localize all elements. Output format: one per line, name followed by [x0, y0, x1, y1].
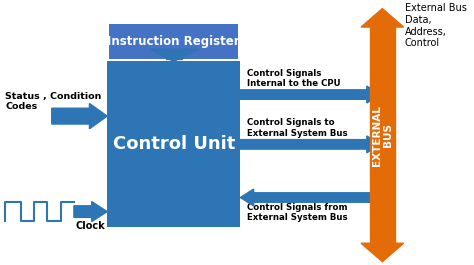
Text: Control Unit: Control Unit: [113, 135, 235, 153]
Text: External Bus
Data,
Address,
Control: External Bus Data, Address, Control: [404, 3, 466, 48]
Text: Status , Condition
Codes: Status , Condition Codes: [5, 92, 101, 111]
Text: EXTERNAL
BUS: EXTERNAL BUS: [372, 105, 393, 166]
Polygon shape: [240, 86, 380, 103]
Polygon shape: [240, 189, 380, 206]
Polygon shape: [361, 8, 404, 27]
Text: Instruction Register: Instruction Register: [108, 35, 240, 48]
Polygon shape: [361, 243, 404, 262]
Polygon shape: [149, 50, 198, 61]
Text: Control Signals from
External System Bus: Control Signals from External System Bus: [247, 203, 347, 222]
Bar: [370, 27, 395, 243]
Bar: [166, 50, 182, 59]
Polygon shape: [240, 136, 380, 153]
FancyBboxPatch shape: [109, 24, 238, 59]
Text: Clock: Clock: [75, 221, 105, 231]
Text: Control Signals to
External System Bus: Control Signals to External System Bus: [247, 118, 347, 138]
Polygon shape: [74, 202, 107, 222]
Text: Control Signals
Internal to the CPU: Control Signals Internal to the CPU: [247, 69, 340, 88]
FancyBboxPatch shape: [107, 61, 240, 227]
Polygon shape: [52, 103, 107, 129]
